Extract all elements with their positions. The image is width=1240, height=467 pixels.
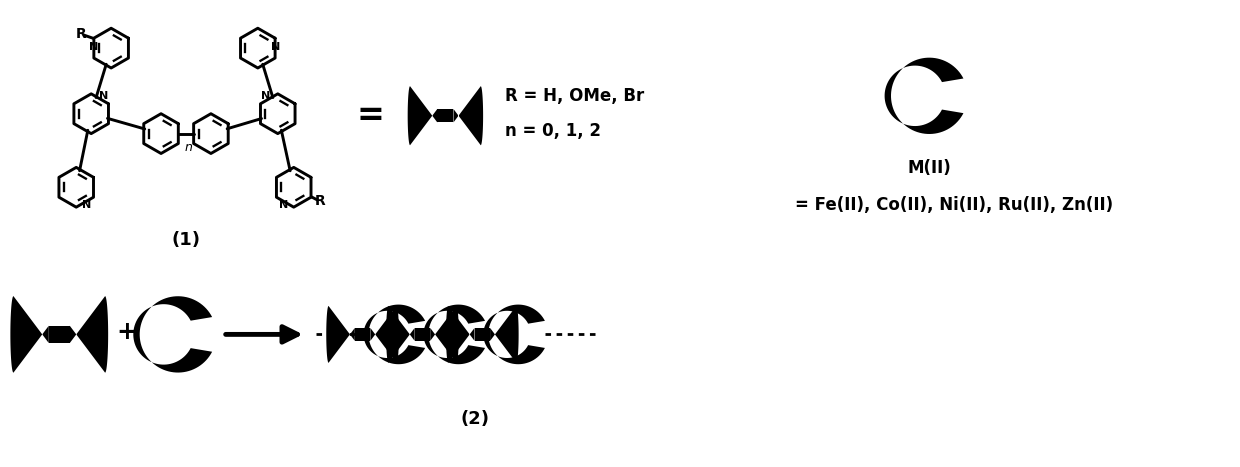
Text: n: n (185, 141, 193, 154)
Text: (2): (2) (461, 410, 490, 428)
Text: R: R (314, 194, 325, 208)
Text: N: N (89, 42, 98, 52)
Polygon shape (414, 328, 430, 341)
Polygon shape (134, 296, 212, 373)
Polygon shape (355, 328, 371, 341)
Polygon shape (326, 306, 355, 363)
Polygon shape (48, 325, 69, 343)
Text: R: R (76, 27, 87, 41)
Text: +: + (117, 320, 138, 344)
Polygon shape (446, 306, 475, 363)
Text: N: N (279, 200, 289, 210)
FancyArrowPatch shape (226, 326, 298, 342)
Polygon shape (884, 57, 963, 134)
Polygon shape (423, 304, 485, 364)
Polygon shape (10, 296, 48, 373)
Polygon shape (363, 304, 425, 364)
Text: N: N (262, 91, 270, 101)
Text: (1): (1) (171, 231, 201, 249)
Text: R = H, OMe, Br: R = H, OMe, Br (505, 87, 645, 105)
Polygon shape (69, 296, 108, 373)
Polygon shape (386, 306, 414, 363)
Polygon shape (371, 306, 399, 363)
Text: M(II): M(II) (908, 159, 951, 177)
Polygon shape (484, 304, 544, 364)
Text: =: = (357, 99, 384, 132)
Polygon shape (490, 306, 518, 363)
Polygon shape (430, 306, 459, 363)
Polygon shape (475, 328, 490, 341)
Polygon shape (454, 86, 484, 145)
Polygon shape (438, 109, 454, 122)
Text: N: N (270, 42, 280, 52)
Text: = Fe(II), Co(II), Ni(II), Ru(II), Zn(II): = Fe(II), Co(II), Ni(II), Ru(II), Zn(II) (795, 196, 1112, 214)
Polygon shape (408, 86, 438, 145)
Text: N: N (98, 91, 108, 101)
Text: N: N (82, 200, 91, 210)
Text: n = 0, 1, 2: n = 0, 1, 2 (505, 121, 601, 140)
